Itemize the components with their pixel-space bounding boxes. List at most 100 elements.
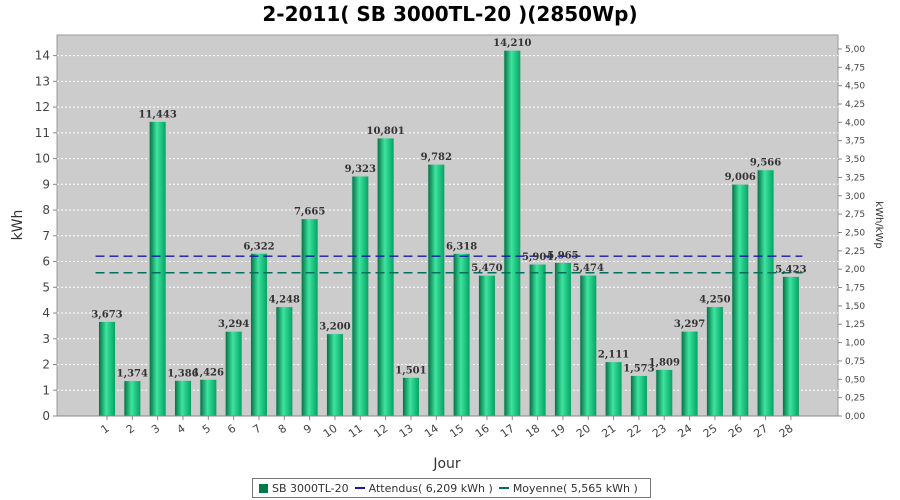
y2-tick-label: 1,25	[845, 320, 865, 330]
bar	[98, 320, 116, 417]
value-label: 5,965	[547, 250, 578, 261]
bar	[528, 263, 547, 417]
value-label: 1,426	[193, 367, 224, 378]
value-label: 9,566	[750, 158, 781, 169]
legend: SB 3000TL-20 Attendus( 6,209 kWh ) Moyen…	[252, 478, 651, 498]
y2-tick-label: 0,25	[845, 394, 865, 404]
value-label: 9,782	[421, 152, 452, 163]
bar	[579, 274, 598, 417]
x-tick-label: 6	[225, 422, 238, 437]
y-tick-label: 12	[35, 100, 50, 114]
bar	[249, 252, 268, 417]
y-tick-label: 14	[35, 49, 50, 63]
x-tick-label: 24	[675, 422, 694, 441]
y2-tick-label: 3,25	[845, 173, 865, 183]
y2-tick-label: 0,50	[845, 375, 865, 385]
value-label: 6,322	[243, 241, 274, 252]
legend-item-moyenne: Moyenne( 5,565 kWh )	[498, 482, 638, 495]
chart-title: 2-2011( SB 3000TL-20 )(2850Wp)	[262, 2, 638, 26]
x-tick-label: 21	[599, 422, 618, 441]
bar	[224, 330, 243, 417]
y2-tick-label: 2,50	[845, 228, 865, 238]
value-label: 1,386	[167, 368, 198, 379]
y-tick-label: 3	[42, 332, 50, 346]
reference-lines	[95, 255, 803, 274]
x-axis-label: Jour	[432, 456, 461, 472]
bar	[553, 261, 572, 417]
y2-tick-label: 3,00	[845, 192, 865, 202]
line-swatch-icon	[354, 487, 365, 489]
value-label: 11,443	[139, 109, 177, 120]
value-label: 10,801	[366, 126, 404, 137]
x-tick-label: 3	[149, 422, 162, 437]
y-tick-label: 4	[42, 306, 50, 320]
bar	[781, 275, 800, 417]
bar	[705, 306, 724, 417]
value-label: 1,501	[395, 365, 426, 376]
value-label: 4,250	[699, 295, 730, 306]
bar	[680, 330, 699, 417]
y-tick-label: 2	[42, 358, 50, 372]
x-tick-label: 4	[175, 422, 188, 437]
bar	[123, 380, 142, 417]
y2-axis: 0,00 0,25 0,50 0,75 1,00 1,25 1,50 1,75 2,00 2,25…	[838, 45, 865, 422]
bar	[173, 379, 192, 417]
x-tick-label: 17	[498, 422, 517, 441]
x-tick-label: 19	[549, 422, 568, 441]
bar	[351, 175, 370, 417]
value-label: 5,470	[471, 263, 502, 274]
bar	[477, 274, 496, 417]
line-swatch-icon	[498, 487, 509, 489]
y-tick-label: 9	[42, 177, 50, 191]
x-tick-label: 7	[251, 422, 264, 437]
value-label: 3,297	[674, 319, 705, 330]
bar	[376, 137, 395, 417]
y-tick-label: 11	[35, 126, 50, 140]
y2-tick-label: 2,00	[845, 265, 865, 275]
bar	[756, 169, 775, 417]
x-tick-label: 28	[777, 422, 796, 441]
legend-line1-label: Attendus( 6,209 kWh )	[368, 481, 493, 495]
y-tick-label: 6	[42, 255, 50, 269]
x-tick-label: 2	[124, 422, 137, 437]
x-tick-label: 8	[276, 422, 289, 437]
value-label: 9,323	[345, 164, 376, 175]
x-tick-label: 11	[346, 422, 365, 441]
y2-tick-label: 3,75	[845, 137, 865, 147]
bars	[98, 49, 800, 417]
value-label: 4,248	[269, 295, 300, 306]
x-tick-label: 5	[200, 422, 213, 437]
x-tick-label: 20	[574, 422, 593, 441]
bar	[300, 218, 319, 417]
bar-swatch-icon	[259, 483, 268, 493]
x-axis: 1 2 3 4 5 6 7 8 9 10 11 12 13 14 15 16 17 18 19 20 21 22 23 24 2…	[57, 415, 838, 441]
bar	[655, 368, 674, 417]
legend-item-attendus: Attendus( 6,209 kWh )	[354, 481, 493, 495]
bar	[503, 49, 522, 417]
y2-tick-label: 1,00	[845, 339, 865, 349]
bar	[401, 376, 420, 417]
y-tick-label: 1	[42, 383, 50, 397]
y2-axis-label: kWh/kWp	[873, 201, 884, 248]
x-tick-label: 27	[751, 422, 770, 441]
y2-tick-label: 4,50	[845, 82, 865, 92]
y-tick-label: 10	[35, 152, 50, 166]
value-label: 1,809	[649, 357, 680, 368]
y2-tick-label: 5,00	[845, 45, 865, 55]
x-tick-label: 12	[371, 422, 390, 441]
value-label: 5,474	[573, 263, 604, 274]
y2-tick-label: 4,75	[845, 63, 865, 73]
value-label: 1,573	[623, 364, 654, 375]
legend-item-bars: SB 3000TL-20	[259, 482, 349, 495]
bar	[629, 375, 648, 417]
x-tick-label: 9	[301, 422, 314, 437]
x-tick-label: 10	[321, 422, 340, 441]
y-tick-label: 0	[42, 409, 50, 423]
value-label: 9,006	[725, 172, 756, 183]
y2-tick-label: 1,50	[845, 302, 865, 312]
x-tick-label: 23	[650, 422, 669, 441]
value-label: 6,318	[446, 241, 477, 252]
x-tick-label: 18	[523, 422, 542, 441]
